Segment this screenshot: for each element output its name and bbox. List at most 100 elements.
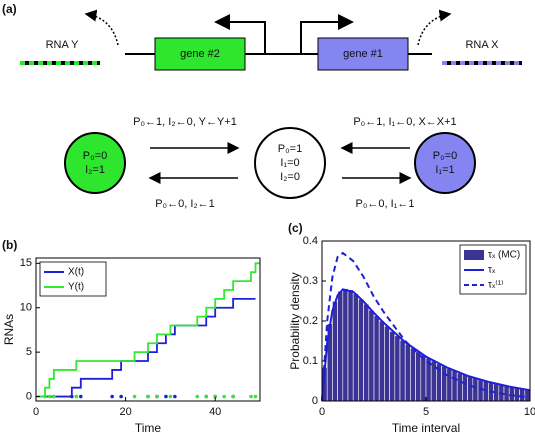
- density-line: [321, 288, 531, 402]
- rna-label: RNA X: [465, 39, 499, 51]
- transition-label: P₀←1, I₂←0, Y←Y+1: [133, 116, 237, 128]
- state-label: I₁=0: [280, 157, 299, 169]
- y-axis-label: Probability density: [288, 272, 302, 369]
- hist-bar: [456, 372, 463, 402]
- legend-swatch: [464, 250, 484, 260]
- step-line: [36, 262, 260, 398]
- event-dot: [74, 394, 79, 399]
- state: [254, 127, 326, 199]
- y-tick-label: 15: [20, 257, 32, 269]
- axes-frame: [35, 257, 261, 402]
- legend-label: τₓ (MC): [488, 250, 520, 261]
- x-axis-label: Time: [135, 421, 162, 435]
- hist-bar: [378, 320, 385, 402]
- hist-bar: [514, 387, 520, 402]
- state-label: I₂=1: [85, 164, 105, 176]
- hist-bar: [394, 335, 401, 402]
- legend-label: τₓ⁽¹⁾: [488, 280, 503, 291]
- rna-label: RNA Y: [46, 39, 79, 51]
- event-dot: [173, 394, 177, 399]
- gene-label: gene #2: [180, 48, 220, 60]
- state-label: P₀=1: [278, 143, 302, 155]
- hist-bar: [347, 289, 354, 402]
- hist-bar: [342, 288, 349, 402]
- event-dot: [146, 394, 150, 399]
- hist-bar: [368, 309, 375, 402]
- hist-bar: [332, 301, 338, 402]
- x-tick-label: 20: [119, 406, 131, 418]
- transition-label: P₀←0, I₁←1: [355, 198, 414, 210]
- hist-bar: [462, 374, 468, 402]
- state-label: P₀=0: [433, 150, 457, 162]
- y-tick-label: 0.1: [303, 355, 318, 367]
- hist-bar: [508, 386, 515, 402]
- y-tick-label: 0.3: [303, 275, 318, 287]
- x-tick-label: 0: [33, 406, 39, 418]
- hist-bar: [519, 388, 526, 402]
- promoter-arrow: [214, 14, 266, 54]
- hist-bar: [477, 379, 484, 402]
- y-axis-label: RNAs: [2, 314, 16, 345]
- step-line: [36, 297, 256, 398]
- hist-bar: [441, 365, 448, 402]
- event-dot: [213, 394, 217, 399]
- y-tick-label: 0: [312, 395, 318, 407]
- legend-label: Y(t): [68, 282, 84, 293]
- transition-label: P₀←0, I₂←1: [155, 198, 215, 210]
- y-tick-label: 0: [26, 390, 32, 402]
- transcription-arrow: [84, 9, 119, 46]
- event-dot: [231, 394, 235, 399]
- hist-bar: [384, 325, 390, 402]
- y-tick-label: 5: [26, 346, 32, 358]
- event-dot: [164, 394, 168, 399]
- hist-bar: [446, 368, 453, 402]
- event-dot: [155, 394, 159, 399]
- panel-label: (c): [288, 221, 303, 235]
- event-dot: [70, 394, 74, 399]
- transcription-arrow: [417, 9, 452, 46]
- event-dot: [132, 394, 137, 399]
- x-tick-label: 40: [209, 406, 221, 418]
- hist-bar: [415, 351, 422, 402]
- event-dot: [195, 394, 200, 399]
- x-tick-label: 5: [423, 406, 429, 418]
- event-dot: [52, 394, 56, 399]
- hist-bar: [482, 380, 489, 402]
- hist-bar: [399, 339, 406, 402]
- state-label: I₂=0: [280, 171, 300, 183]
- state-label: P₀=0: [83, 150, 107, 162]
- hist-bar: [389, 331, 396, 402]
- legend-box: [39, 261, 107, 297]
- hist-bar: [358, 298, 364, 402]
- state-label: I₁=1: [435, 164, 454, 176]
- panel-label: (b): [2, 238, 17, 252]
- event-dot: [204, 394, 209, 399]
- x-tick-label: 10: [524, 406, 535, 418]
- event-dot: [249, 394, 253, 399]
- event-dot: [79, 394, 83, 399]
- panel-label: (a): [2, 2, 17, 16]
- event-dot: [119, 394, 123, 399]
- y-tick-label: 10: [20, 302, 32, 314]
- x-tick-label: 0: [319, 406, 325, 418]
- hist-bar: [524, 389, 531, 402]
- gene-box: [154, 37, 246, 71]
- density-line: [321, 251, 531, 402]
- legend-label: τₓ: [488, 265, 496, 276]
- hist-bar: [451, 370, 458, 402]
- hist-bar: [352, 293, 359, 402]
- legend-label: X(t): [68, 267, 84, 278]
- hist-bar: [467, 376, 474, 402]
- x-axis-label: Time interval: [392, 421, 460, 435]
- hist-bar: [404, 343, 411, 402]
- promoter-arrow: [300, 14, 354, 54]
- hist-bar: [337, 291, 344, 402]
- hist-bar: [373, 315, 380, 402]
- hist-bar: [472, 377, 479, 402]
- event-dot: [168, 394, 173, 399]
- hist-bar: [363, 303, 370, 402]
- event-dot: [222, 394, 226, 399]
- event-dot: [47, 394, 52, 399]
- event-dot: [43, 394, 47, 399]
